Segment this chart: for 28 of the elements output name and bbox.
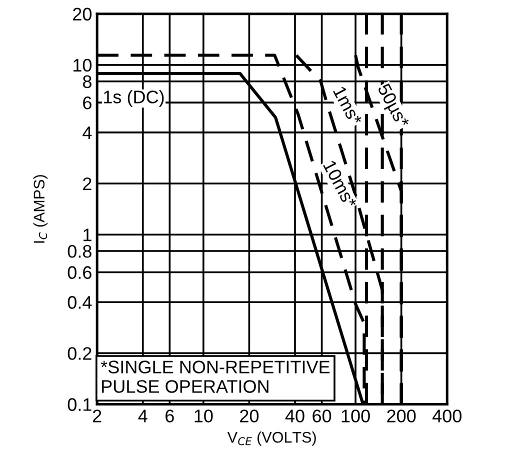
- annotation: *SINGLE NON-REPETITIVE PULSE OPERATION: [100, 360, 330, 393]
- y-tick-label: 0.1: [68, 398, 92, 411]
- x-tick-label: 100: [342, 410, 370, 422]
- x-tick-label: 10: [194, 410, 213, 422]
- x-tick-label: 6: [166, 410, 174, 422]
- y-tick-label: 0.8: [68, 244, 92, 258]
- x-tick-label: 400: [432, 410, 462, 422]
- x-axis-title: V$_{CE}$ (VOLTS): [227, 432, 316, 446]
- series-label: 1s (DC): [104, 90, 164, 107]
- y-tick-label: 10: [74, 58, 92, 72]
- x-tick-label: 4: [138, 410, 148, 422]
- y-tick-label: 2: [83, 177, 92, 190]
- y-tick-label: 8: [82, 75, 92, 88]
- y-tick-label: 6: [83, 96, 92, 110]
- y-tick-label: 20: [73, 8, 92, 21]
- y-tick-label: 0.4: [68, 296, 92, 309]
- y-tick-label: 4: [82, 126, 92, 139]
- text: 50µs*: [374, 82, 410, 131]
- y-tick-label: 0.6: [68, 266, 92, 279]
- x-tick-label: 20: [240, 410, 259, 422]
- y-tick-label: 0.2: [68, 347, 92, 360]
- y-axis-title: I$_{C}$ (AMPS): [33, 175, 48, 243]
- x-tick-label: 2: [92, 410, 102, 422]
- x-tick-label: 200: [387, 410, 416, 422]
- y-tick-label: 1: [84, 228, 92, 242]
- x-tick-label: 40: [285, 410, 304, 422]
- x-tick-label: 60: [312, 410, 332, 422]
- text: 1ms*: [332, 86, 363, 126]
